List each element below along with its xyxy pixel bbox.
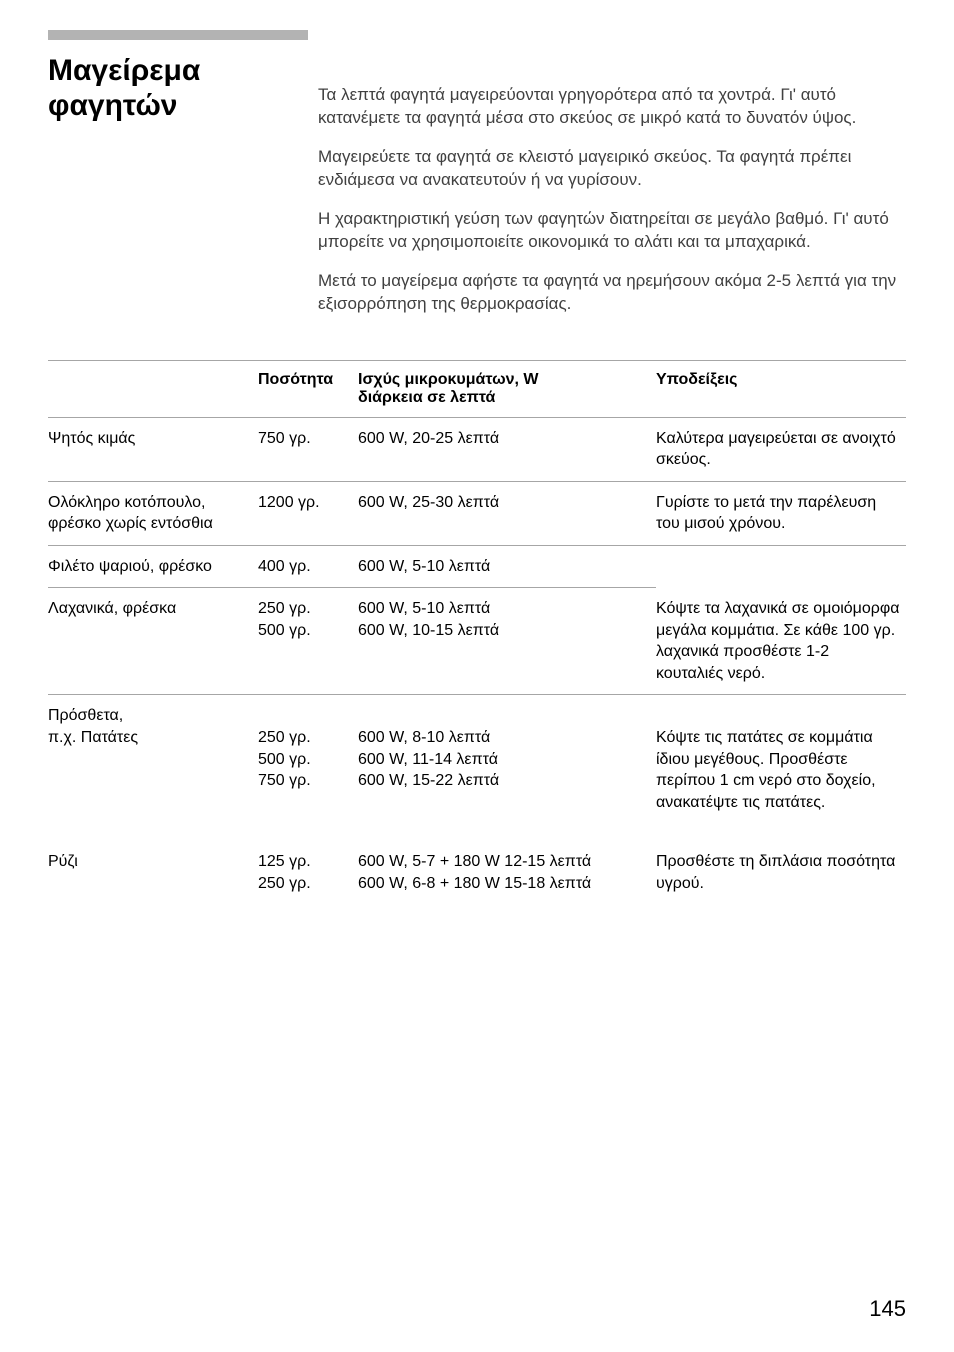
table-row: Ολόκληρο κοτόπουλο, φρέσκο χωρίς εντόσθι… <box>48 481 906 545</box>
cell-name: π.χ. Πατάτες <box>48 727 258 841</box>
cell-name: Ρύζι <box>48 841 258 904</box>
cell-hint: Προσθέστε τη διπλάσια ποσότητα υγρού. <box>656 841 906 904</box>
table-row: Πρόσθετα, <box>48 695 906 727</box>
cell-hint <box>656 545 906 588</box>
cell-qty: 400 γρ. <box>258 545 358 588</box>
header-qty: Ποσότητα <box>258 360 358 417</box>
cell-qty: 125 γρ. 250 γρ. <box>258 841 358 904</box>
table-row: Φιλέτο ψαριού, φρέσκο 400 γρ. 600 W, 5-1… <box>48 545 906 588</box>
header-power: Ισχύς μικροκυμάτων, W διάρκεια σε λεπτά <box>358 360 656 417</box>
cell-qty: 750 γρ. <box>258 417 358 481</box>
intro-paragraph: Τα λεπτά φαγητά μαγειρεύονται γρηγορότερ… <box>318 84 906 130</box>
cell-qty <box>258 695 358 727</box>
cell-hint: Γυρίστε το μετά την παρέλευση του μισού … <box>656 481 906 545</box>
cell-power <box>358 695 656 727</box>
intro-column: Τα λεπτά φαγητά μαγειρεύονται γρηγορότερ… <box>318 54 906 332</box>
cell-power: 600 W, 8-10 λεπτά 600 W, 11-14 λεπτά 600… <box>358 727 656 841</box>
page-number: 145 <box>869 1296 906 1322</box>
cell-hint: Κόψτε τις πατάτες σε κομμάτια ίδιου μεγέ… <box>656 727 906 841</box>
title-line2: φαγητών <box>48 89 178 122</box>
title-column: Μαγείρεμα φαγητών <box>48 54 318 123</box>
cell-hint: Καλύτερα μαγειρεύεται σε ανοιχτό σκεύος. <box>656 417 906 481</box>
intro-paragraph: Μαγειρεύετε τα φαγητά σε κλειστό μαγειρι… <box>318 146 906 192</box>
table-header-row: Ποσότητα Ισχύς μικροκυμάτων, W διάρκεια … <box>48 360 906 417</box>
cell-name: Ολόκληρο κοτόπουλο, φρέσκο χωρίς εντόσθι… <box>48 481 258 545</box>
title-line1: Μαγείρεμα <box>48 54 200 87</box>
cell-power: 600 W, 5-10 λεπτά 600 W, 10-15 λεπτά <box>358 588 656 695</box>
cell-qty: 250 γρ. 500 γρ. <box>258 588 358 695</box>
cell-name: Φιλέτο ψαριού, φρέσκο <box>48 545 258 588</box>
cell-qty: 250 γρ. 500 γρ. 750 γρ. <box>258 727 358 841</box>
cell-power: 600 W, 5-10 λεπτά <box>358 545 656 588</box>
cooking-table: Ποσότητα Ισχύς μικροκυμάτων, W διάρκεια … <box>48 360 906 905</box>
cell-hint <box>656 695 906 727</box>
header-section: Μαγείρεμα φαγητών Τα λεπτά φαγητά μαγειρ… <box>48 54 906 332</box>
table-row: π.χ. Πατάτες 250 γρ. 500 γρ. 750 γρ. 600… <box>48 727 906 841</box>
header-empty <box>48 360 258 417</box>
decorative-bar <box>48 30 308 40</box>
cell-power: 600 W, 25-30 λεπτά <box>358 481 656 545</box>
cell-name: Πρόσθετα, <box>48 695 258 727</box>
cell-name: Ψητός κιμάς <box>48 417 258 481</box>
cell-name: Λαχανικά, φρέσκα <box>48 588 258 695</box>
cell-power: 600 W, 5-7 + 180 W 12-15 λεπτά 600 W, 6-… <box>358 841 656 904</box>
table-row: Ρύζι 125 γρ. 250 γρ. 600 W, 5-7 + 180 W … <box>48 841 906 904</box>
table-row: Λαχανικά, φρέσκα 250 γρ. 500 γρ. 600 W, … <box>48 588 906 695</box>
intro-paragraph: Η χαρακτηριστική γεύση των φαγητών διατη… <box>318 208 906 254</box>
cell-power: 600 W, 20-25 λεπτά <box>358 417 656 481</box>
intro-paragraph: Μετά το μαγείρεμα αφήστε τα φαγητά να ηρ… <box>318 270 906 316</box>
page-title: Μαγείρεμα φαγητών <box>48 54 318 123</box>
header-hints: Υποδείξεις <box>656 360 906 417</box>
cell-hint: Κόψτε τα λαχανικά σε ομοιόμορφα μεγάλα κ… <box>656 588 906 695</box>
cell-qty: 1200 γρ. <box>258 481 358 545</box>
table-row: Ψητός κιμάς 750 γρ. 600 W, 20-25 λεπτά Κ… <box>48 417 906 481</box>
